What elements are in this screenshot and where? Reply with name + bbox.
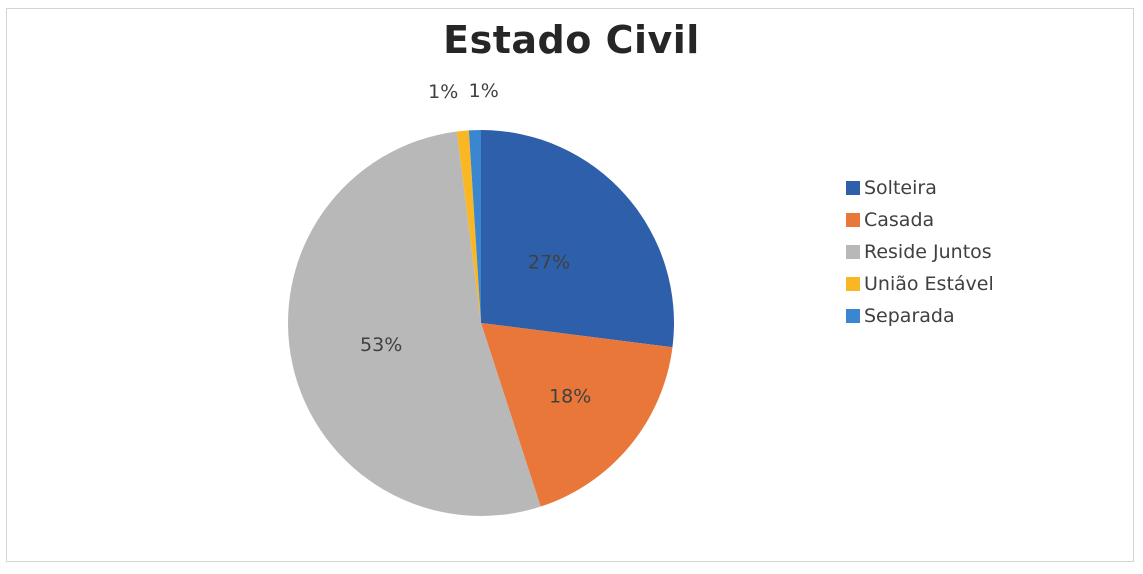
pie-slice-reside-juntos bbox=[287, 131, 541, 517]
legend-swatch-reside-juntos bbox=[846, 245, 860, 259]
legend-item-uniao-estavel: União Estável bbox=[846, 268, 994, 300]
data-label-reside-juntos: 53% bbox=[360, 334, 402, 356]
data-label-casada: 18% bbox=[549, 385, 591, 407]
legend-item-casada: Casada bbox=[846, 204, 994, 236]
pie-slice-uniao-estavel bbox=[456, 130, 481, 323]
legend-swatch-casada bbox=[846, 213, 860, 227]
data-label-solteira: 27% bbox=[528, 252, 570, 274]
chart-title: Estado Civil bbox=[443, 18, 700, 62]
pie-labels: 27% 18% 53% 1% 1% bbox=[360, 80, 591, 407]
legend-item-solteira: Solteira bbox=[846, 172, 994, 204]
pie-slices bbox=[287, 130, 674, 517]
legend-label-solteira: Solteira bbox=[864, 177, 937, 199]
pie-slice-separada bbox=[468, 130, 481, 323]
pie-slice-casada bbox=[481, 323, 673, 507]
legend-label-casada: Casada bbox=[864, 209, 935, 231]
legend-label-separada: Separada bbox=[864, 305, 955, 327]
legend-item-separada: Separada bbox=[846, 300, 994, 332]
legend-swatch-uniao-estavel bbox=[846, 277, 860, 291]
legend-label-reside-juntos: Reside Juntos bbox=[864, 241, 992, 263]
legend-item-reside-juntos: Reside Juntos bbox=[846, 236, 994, 268]
legend-swatch-solteira bbox=[846, 181, 860, 195]
legend-swatch-separada bbox=[846, 309, 860, 323]
chart-legend: Solteira Casada Reside Juntos União Estável… bbox=[846, 172, 994, 332]
data-label-uniao-estavel: 1% bbox=[428, 81, 458, 103]
data-label-separada: 1% bbox=[469, 80, 499, 102]
legend-label-uniao-estavel: União Estável bbox=[864, 273, 994, 295]
pie-slice-solteira bbox=[481, 130, 674, 348]
